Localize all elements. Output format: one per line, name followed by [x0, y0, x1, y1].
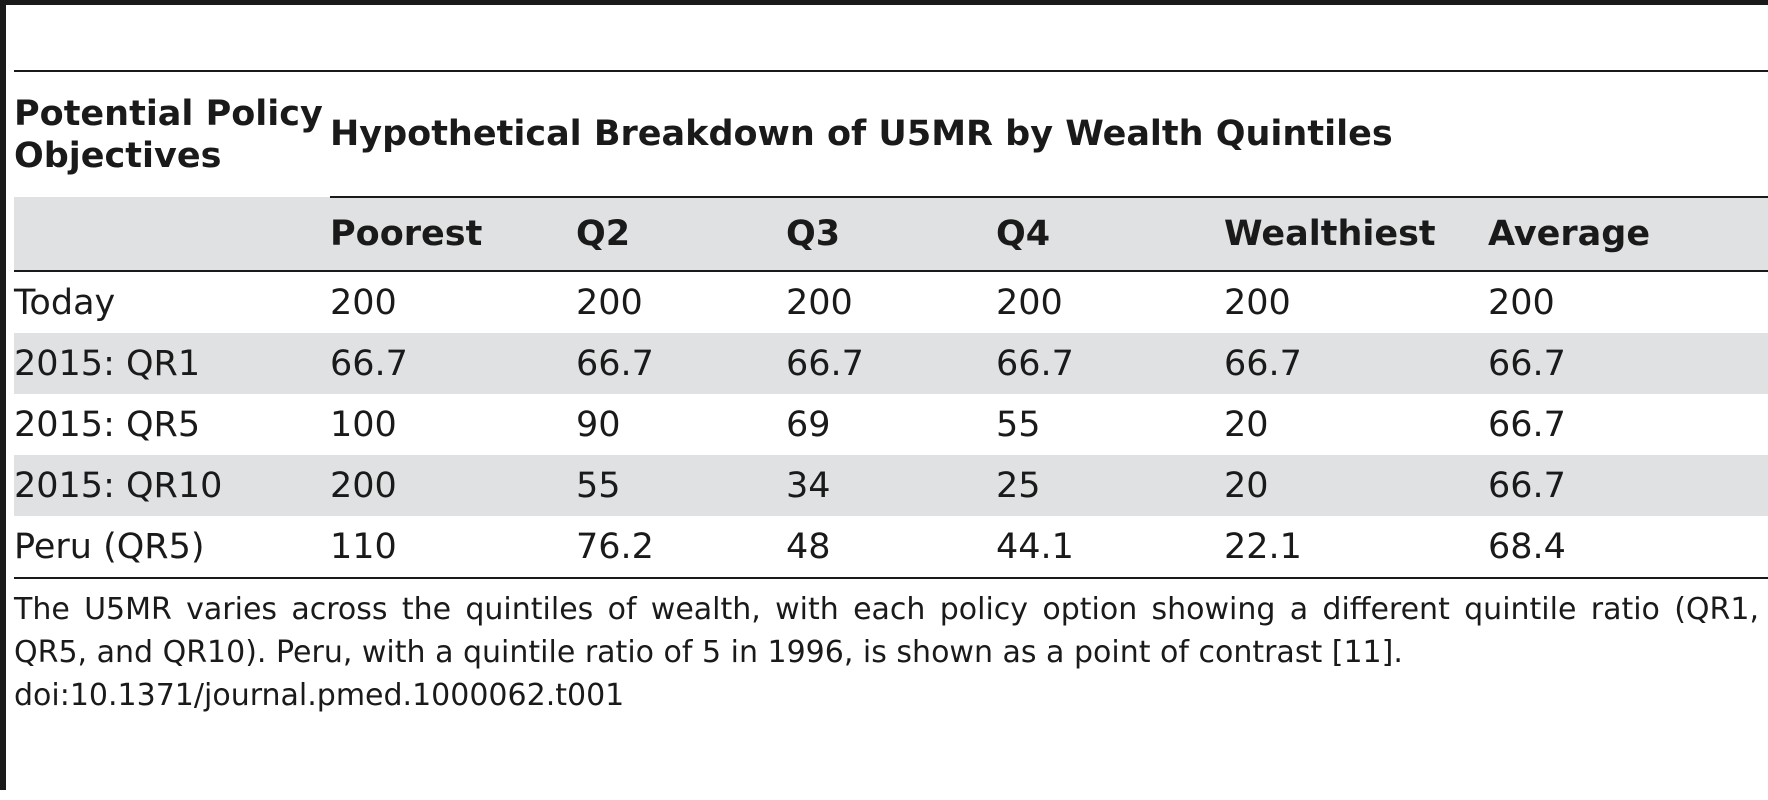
table-row: Peru (QR5) 110 76.2 48 44.1 22.1 68.4	[14, 516, 1768, 579]
column-header: Wealthiest	[1224, 197, 1488, 272]
table-cell: 66.7	[1488, 455, 1768, 516]
doi-link[interactable]: doi:10.1371/journal.pmed.1000062.t001	[14, 678, 625, 713]
table-cell: 20	[1224, 404, 1269, 445]
row-label: 2015: QR1	[14, 333, 330, 394]
column-header: Q3	[786, 197, 996, 272]
table-cell: 200	[1224, 282, 1291, 323]
table-cell: 69	[786, 404, 831, 445]
column-header-row: Poorest Q2 Q3 Q4 Wealthiest Average	[14, 197, 1768, 272]
row-label: Today	[14, 282, 116, 323]
table-cell: 90	[576, 404, 621, 445]
table-cell: 100	[330, 404, 397, 445]
data-table-container: Potential Policy Objectives Hypothetical…	[14, 70, 1768, 579]
table-cell: 76.2	[576, 516, 786, 579]
row-header-label: Potential Policy Objectives	[14, 70, 330, 197]
table-cell: 66.7	[1488, 333, 1768, 394]
table-cell: 66.7	[1224, 333, 1488, 394]
row-label: Peru (QR5)	[14, 516, 330, 579]
table-cell: 200	[1488, 282, 1555, 323]
table-cell: 25	[996, 455, 1224, 516]
table-cell: 20	[1224, 455, 1488, 516]
table-cell: 68.4	[1488, 516, 1768, 579]
table-cell: 200	[996, 282, 1063, 323]
table-row: Today 200 200 200 200 200 200	[14, 271, 1768, 333]
table-row: 2015: QR5 100 90 69 55 20 66.7	[14, 394, 1768, 455]
column-header: Q2	[576, 197, 786, 272]
table-cell: 22.1	[1224, 516, 1488, 579]
table-cell: 44.1	[996, 516, 1224, 579]
table-cell: 200	[330, 282, 397, 323]
table-cell: 200	[330, 455, 576, 516]
column-header: Average	[1488, 197, 1768, 272]
table-cell: 66.7	[1488, 404, 1566, 445]
group-header: Hypothetical Breakdown of U5MR by Wealth…	[330, 70, 1768, 198]
table-cell: 110	[330, 516, 576, 579]
table-row: 2015: QR10 200 55 34 25 20 66.7	[14, 455, 1768, 516]
table-caption: The U5MR varies across the quintiles of …	[14, 592, 1759, 670]
table-cell: 66.7	[996, 333, 1224, 394]
column-header: Poorest	[330, 197, 576, 272]
table-cell: 66.7	[576, 333, 786, 394]
table-cell: 200	[576, 282, 643, 323]
table-cell: 48	[786, 516, 996, 579]
column-header: Q4	[996, 197, 1224, 272]
group-header-row: Potential Policy Objectives Hypothetical…	[14, 70, 1768, 198]
top-border-rule	[0, 0, 1768, 5]
table-row: 2015: QR1 66.7 66.7 66.7 66.7 66.7 66.7	[14, 333, 1768, 394]
u5mr-table: Potential Policy Objectives Hypothetical…	[14, 70, 1768, 579]
column-header-blank	[14, 197, 330, 272]
table-cell: 66.7	[330, 333, 576, 394]
table-cell: 55	[996, 404, 1041, 445]
table-cell: 66.7	[786, 333, 996, 394]
row-label: 2015: QR5	[14, 404, 201, 445]
table-cell: 55	[576, 455, 786, 516]
table-cell: 34	[786, 455, 996, 516]
left-border-rule	[0, 0, 6, 790]
table-cell: 200	[786, 282, 853, 323]
row-label: 2015: QR10	[14, 455, 330, 516]
